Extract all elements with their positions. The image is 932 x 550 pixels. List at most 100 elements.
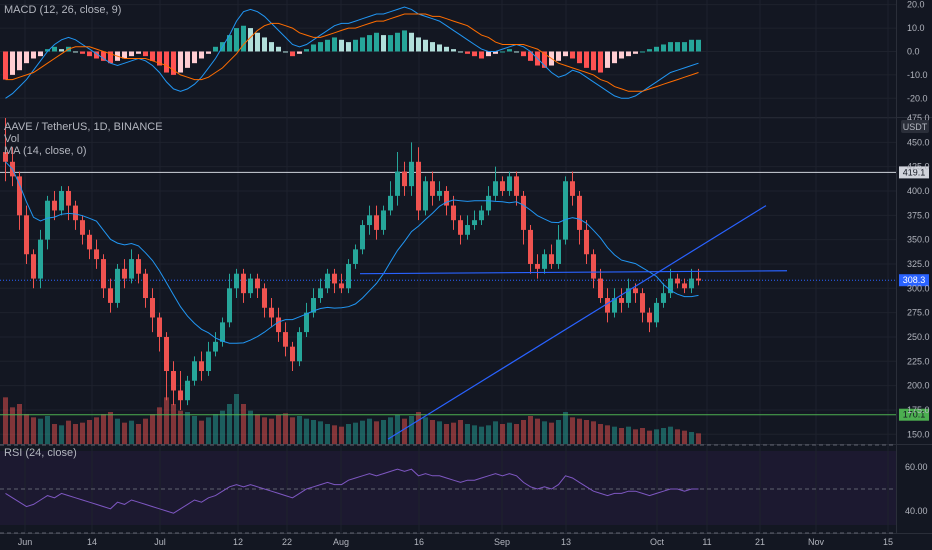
volume-legend[interactable]: Vol [4, 133, 19, 145]
last-price-tag [899, 274, 929, 287]
volume-bar [654, 429, 659, 444]
price-tick-label: 450.0 [907, 137, 930, 147]
candle-body [31, 254, 36, 279]
volume-bar [10, 407, 15, 444]
time-tick-label: Oct [650, 537, 665, 547]
level-price-tag [899, 408, 929, 421]
macd-histogram-bar [500, 51, 505, 53]
macd-histogram-bar [276, 46, 281, 52]
volume-bar [605, 425, 610, 444]
volume-bar [318, 421, 323, 444]
macd-histogram-bar [143, 51, 148, 57]
candle-body [73, 205, 78, 221]
candle-body [220, 322, 225, 342]
candle-body [423, 181, 428, 211]
volume-bar [409, 416, 414, 444]
level-price-label: 419.1 [903, 167, 926, 177]
volume-bar [178, 410, 183, 444]
volume-bar [108, 412, 113, 444]
candle-body [395, 171, 400, 196]
time-tick-label: Nov [808, 537, 825, 547]
volume-bar [360, 420, 365, 444]
macd-histogram-bar [584, 51, 589, 68]
candle-body [59, 190, 64, 211]
macd-histogram-bar [157, 51, 162, 66]
volume-bar [689, 432, 694, 444]
candle-body [199, 361, 204, 372]
price-tick-label: 300.0 [907, 283, 930, 293]
volume-bar [598, 424, 603, 444]
price-tick-label: 250.0 [907, 332, 930, 342]
volume-bar [549, 422, 554, 444]
candle-body [143, 273, 148, 299]
macd-histogram-bar [423, 39, 428, 52]
macd-histogram-bar [136, 51, 141, 54]
macd-histogram-bar [255, 32, 260, 52]
volume-bar [416, 412, 421, 444]
macd-histogram-bar [3, 51, 8, 80]
trendlines[interactable] [359, 205, 788, 440]
candle-body [647, 312, 652, 323]
price-tick-label: 225.0 [907, 356, 930, 366]
macd-signal-line [5, 13, 699, 92]
volume-bar [269, 418, 274, 444]
rsi-legend[interactable]: RSI (24, close) [4, 447, 77, 459]
volume-bar [591, 421, 596, 444]
candle-body [136, 259, 141, 274]
chart-title[interactable]: AAVE / TetherUS, 1D, BINANCE [4, 121, 163, 133]
macd-legend[interactable]: MACD (12, 26, close, 9) [4, 4, 121, 16]
macd-histogram-bar [367, 35, 372, 52]
candle-body [381, 210, 386, 230]
macd-histogram-bar [493, 51, 498, 54]
candle-body [577, 195, 582, 230]
time-tick-label: 11 [702, 537, 711, 547]
volume-bar [220, 410, 225, 444]
candle-body [339, 283, 344, 289]
candle-body [234, 273, 239, 289]
currency-badge[interactable] [901, 120, 929, 133]
candle-body [38, 239, 43, 279]
candle-body [654, 302, 659, 323]
volume-bar [472, 425, 477, 444]
price-tick-label: 425.0 [907, 162, 930, 172]
trendline[interactable] [387, 205, 767, 440]
candle-body [549, 254, 554, 264]
volume-bar [94, 417, 99, 444]
volume-bar [514, 424, 519, 444]
candle-body [409, 161, 414, 187]
volume-bar [395, 414, 400, 444]
volume-bar [3, 397, 8, 444]
candle-body [353, 249, 358, 264]
price-tick-label: 175.0 [907, 405, 930, 415]
ma-legend[interactable]: MA (14, close, 0) [4, 145, 87, 157]
volume-bar [430, 420, 435, 444]
volume-bar [465, 424, 470, 444]
volume-bar [290, 417, 295, 444]
macd-histogram-bar [262, 37, 267, 52]
candle-body [374, 215, 379, 230]
macd-histogram-bar [73, 51, 78, 53]
macd-histogram-bar [178, 51, 183, 73]
macd-histogram-bar [101, 51, 106, 61]
volume-bar [682, 430, 687, 444]
macd-histogram-bar [591, 51, 596, 71]
macd-tick-label: 20.0 [907, 0, 925, 10]
price-tick-label: 350.0 [907, 235, 930, 245]
trendline[interactable] [359, 270, 788, 275]
macd-histogram-bar [353, 39, 358, 52]
volume-bar [297, 416, 302, 444]
time-tick-label: Aug [333, 537, 349, 547]
price-tick-label: 200.0 [907, 381, 930, 391]
volume-bar [52, 424, 57, 444]
candle-body [661, 293, 666, 303]
candle-body [605, 298, 610, 313]
candle-body [675, 278, 680, 284]
candle-body [570, 181, 575, 196]
candle-body [185, 380, 190, 401]
candle-body [556, 239, 561, 264]
candle-body [542, 254, 547, 269]
macd-histogram-bar [570, 51, 575, 59]
candle-body [563, 181, 568, 240]
volume-bar [696, 433, 701, 444]
